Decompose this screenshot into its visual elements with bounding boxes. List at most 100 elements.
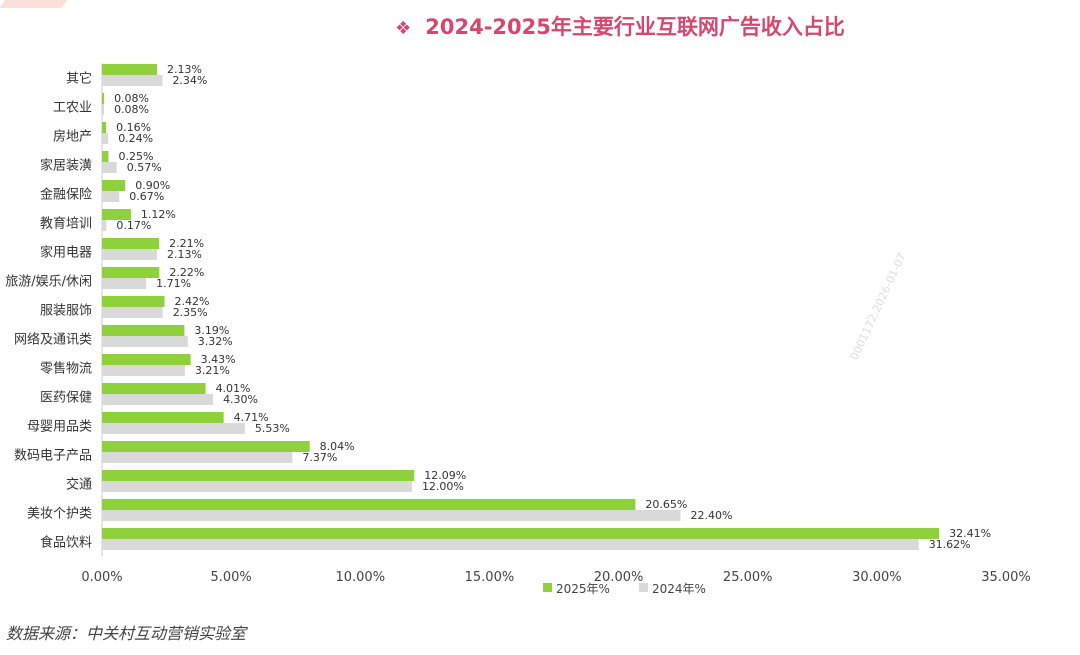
data-label: 2.34% bbox=[172, 74, 207, 87]
category-label: 房地产 bbox=[53, 129, 92, 145]
x-tick-label: 0.00% bbox=[81, 570, 122, 585]
legend-label: 2025年% bbox=[556, 582, 610, 596]
x-tick-label: 35.00% bbox=[981, 570, 1031, 585]
data-label: 0.67% bbox=[129, 190, 164, 203]
bar-2025 bbox=[102, 93, 105, 104]
bar-2024 bbox=[102, 278, 147, 289]
chart-title: ❖ 2024-2025年主要行业互联网广告收入占比 bbox=[0, 11, 1080, 41]
data-label: 3.32% bbox=[198, 335, 233, 348]
data-label: 0.17% bbox=[116, 219, 151, 232]
bar-2025 bbox=[102, 180, 126, 191]
bar-2024 bbox=[102, 307, 163, 318]
category-label: 食品饮料 bbox=[40, 535, 92, 551]
bar-2024 bbox=[102, 133, 109, 144]
bar-2025 bbox=[102, 296, 165, 307]
bar-2025 bbox=[102, 354, 191, 365]
bar-2024 bbox=[102, 75, 163, 86]
bar-2024 bbox=[102, 539, 919, 550]
category-label: 教育培训 bbox=[40, 216, 92, 232]
x-tick-label: 30.00% bbox=[852, 570, 902, 585]
data-label: 0.25% bbox=[118, 150, 153, 163]
bar-2024 bbox=[102, 481, 412, 492]
bar-2024 bbox=[102, 104, 105, 115]
data-label: 20.65% bbox=[645, 498, 687, 511]
bar-2024 bbox=[102, 423, 245, 434]
bar-2024 bbox=[102, 162, 117, 173]
category-label: 网络及通讯类 bbox=[14, 332, 92, 348]
data-label: 4.30% bbox=[223, 393, 258, 406]
title-bullet-icon: ❖ bbox=[395, 18, 412, 39]
category-label: 医药保健 bbox=[40, 391, 92, 406]
category-label: 服装服饰 bbox=[40, 304, 92, 319]
x-tick-label: 20.00% bbox=[594, 570, 644, 585]
category-label: 工农业 bbox=[53, 101, 92, 116]
data-label: 3.19% bbox=[194, 324, 229, 337]
data-label: 0.16% bbox=[116, 121, 151, 134]
category-label: 家居装潢 bbox=[40, 158, 92, 174]
data-label: 0.90% bbox=[135, 179, 170, 192]
category-label: 旅游/娱乐/休闲 bbox=[5, 275, 92, 290]
x-tick-label: 25.00% bbox=[723, 570, 773, 585]
data-label: 8.04% bbox=[320, 440, 355, 453]
category-label: 家用电器 bbox=[40, 245, 92, 261]
category-label: 交通 bbox=[66, 477, 92, 493]
bar-2025 bbox=[102, 238, 160, 249]
x-tick-label: 10.00% bbox=[335, 570, 385, 585]
data-label: 4.01% bbox=[216, 382, 251, 395]
bar-2025 bbox=[102, 325, 185, 336]
bar-2024 bbox=[102, 220, 107, 231]
data-label: 1.12% bbox=[141, 208, 176, 221]
bar-2025 bbox=[102, 441, 310, 452]
data-label: 2.13% bbox=[167, 63, 202, 76]
bar-2024 bbox=[102, 191, 120, 202]
category-label: 金融保险 bbox=[40, 187, 92, 203]
bar-2025 bbox=[102, 412, 224, 423]
bar-2025 bbox=[102, 470, 415, 481]
bar-2024 bbox=[102, 394, 214, 405]
bar-2025 bbox=[102, 528, 940, 539]
data-label: 2.13% bbox=[167, 248, 202, 261]
data-label: 0.24% bbox=[118, 132, 153, 145]
bar-2024 bbox=[102, 249, 158, 260]
bar-2024 bbox=[102, 452, 293, 463]
data-label: 22.40% bbox=[691, 509, 733, 522]
category-label: 其它 bbox=[66, 71, 92, 87]
data-label: 2.21% bbox=[169, 237, 204, 250]
category-label: 数码电子产品 bbox=[14, 449, 92, 464]
data-label: 3.43% bbox=[201, 353, 236, 366]
legend-label: 2024年% bbox=[652, 582, 706, 596]
data-label: 0.08% bbox=[114, 103, 149, 116]
category-label: 美妆个护类 bbox=[27, 507, 92, 522]
bar-2024 bbox=[102, 510, 681, 521]
data-label: 7.37% bbox=[302, 451, 337, 464]
data-source-note: 数据来源：中关村互动营销实验室 bbox=[6, 624, 247, 643]
x-tick-label: 15.00% bbox=[465, 570, 515, 585]
legend-swatch-2025 bbox=[543, 583, 552, 592]
data-label: 2.35% bbox=[173, 306, 208, 319]
bar-2025 bbox=[102, 267, 160, 278]
bar-2025 bbox=[102, 151, 109, 162]
legend-swatch-2024 bbox=[639, 583, 648, 592]
data-label: 2.42% bbox=[175, 295, 210, 308]
bar-2025 bbox=[102, 122, 107, 133]
category-label: 零售物流 bbox=[40, 361, 92, 377]
data-label: 12.00% bbox=[422, 480, 464, 493]
category-label: 母婴用品类 bbox=[27, 420, 92, 435]
bar-2024 bbox=[102, 336, 188, 347]
bar-2024 bbox=[102, 365, 185, 376]
bar-2025 bbox=[102, 499, 636, 510]
data-label: 1.71% bbox=[156, 277, 191, 290]
data-label: 2.22% bbox=[169, 266, 204, 279]
data-label: 3.21% bbox=[195, 364, 230, 377]
data-label: 0.57% bbox=[127, 161, 162, 174]
x-tick-label: 5.00% bbox=[210, 570, 251, 585]
bar-2025 bbox=[102, 64, 158, 75]
data-label: 5.53% bbox=[255, 422, 290, 435]
bar-2025 bbox=[102, 383, 206, 394]
data-label: 4.71% bbox=[234, 411, 269, 424]
bar-2025 bbox=[102, 209, 131, 220]
data-label: 0.08% bbox=[114, 92, 149, 105]
data-label: 12.09% bbox=[424, 469, 466, 482]
chart-title-text: 2024-2025年主要行业互联网广告收入占比 bbox=[425, 15, 845, 39]
